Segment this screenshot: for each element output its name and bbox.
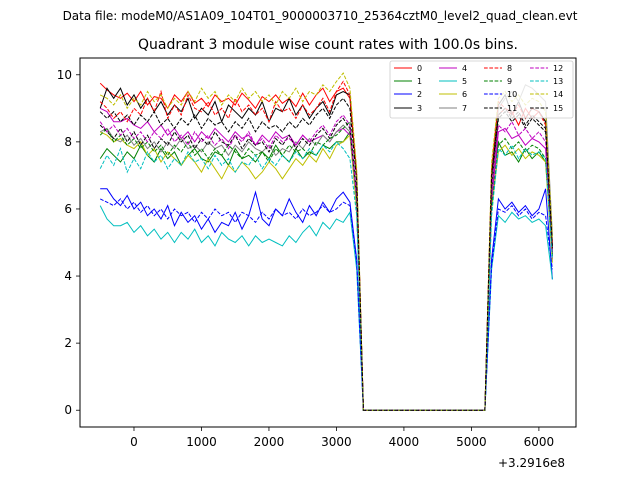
y-tick-label: 8 (64, 135, 72, 149)
x-tick-label: 5000 (456, 435, 487, 449)
legend-label-13: 13 (553, 77, 563, 86)
legend-label-3: 3 (417, 104, 422, 113)
legend-label-9: 9 (507, 77, 512, 86)
y-tick-label: 10 (57, 68, 72, 82)
y-axis-ticks: 0 2 4 6 8 10 (57, 68, 80, 417)
x-tick-label: 3000 (321, 435, 352, 449)
y-tick-label: 6 (64, 202, 72, 216)
plot-lines (99, 72, 553, 411)
legend-label-8: 8 (507, 64, 512, 73)
x-tick-label: 2000 (254, 435, 285, 449)
legend-label-15: 15 (553, 104, 563, 113)
x-tick-label: 0 (130, 435, 138, 449)
y-tick-label: 2 (64, 336, 72, 350)
legend-label-6: 6 (462, 90, 467, 99)
x-tick-label: 4000 (389, 435, 420, 449)
legend-label-11: 11 (507, 104, 517, 113)
x-axis-ticks: 0 1000 2000 3000 4000 5000 6000 (130, 427, 554, 449)
series-line-15 (99, 97, 553, 411)
series-line-14 (99, 72, 553, 411)
y-tick-label: 0 (64, 403, 72, 417)
legend-label-14: 14 (553, 90, 563, 99)
x-axis-offset-label: +3.2916e8 (498, 456, 565, 470)
legend-label-1: 1 (417, 77, 422, 86)
legend-label-2: 2 (417, 90, 422, 99)
series-line-9 (99, 120, 553, 411)
x-tick-label: 6000 (524, 435, 555, 449)
series-line-13 (99, 141, 553, 411)
x-tick-label: 1000 (186, 435, 217, 449)
chart-title: Quadrant 3 module wise count rates with … (138, 37, 518, 53)
legend-label-7: 7 (462, 104, 467, 113)
legend-label-12: 12 (553, 64, 563, 73)
plot-frame (79, 57, 577, 428)
legend-frame (389, 60, 574, 119)
legend-label-4: 4 (462, 64, 467, 73)
legend-label-0: 0 (417, 64, 422, 73)
y-tick-label: 4 (64, 269, 72, 283)
legend-label-10: 10 (507, 90, 517, 99)
figure-suptitle: Data file: modeM0/AS1A09_104T01_90000037… (63, 9, 578, 23)
legend-label-5: 5 (462, 77, 467, 86)
